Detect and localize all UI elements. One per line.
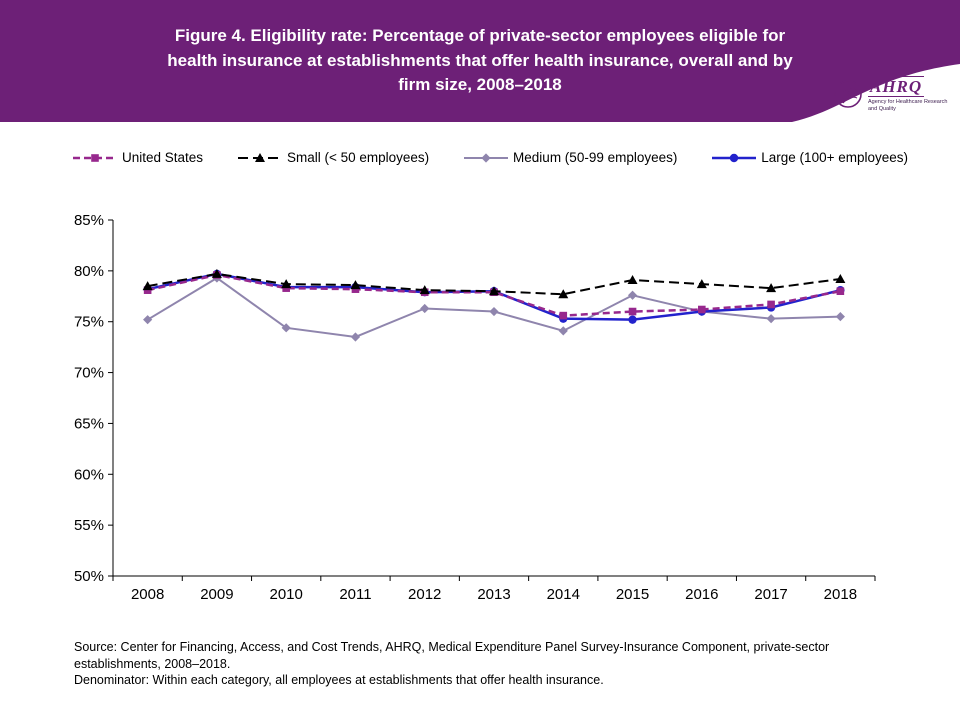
legend-swatch-medium [464,152,509,163]
ahrq-logo: AHRQ Agency for Healthcare Research and … [833,76,948,113]
ahrq-tagline: Agency for Healthcare Research and Quali… [868,99,948,112]
chart-legend: United States Small (< 50 employees) Med… [72,150,908,165]
series-triangle [142,268,846,299]
figure-title: Figure 4. Eligibility rate: Percentage o… [167,26,793,95]
svg-text:50%: 50% [74,568,104,585]
legend-label-small: Small (< 50 employees) [286,150,430,165]
svg-text:2014: 2014 [547,586,580,603]
svg-text:60%: 60% [74,466,104,483]
footer-notes: Source: Center for Financing, Access, an… [74,639,902,689]
legend-label-medium: Medium (50-99 employees) [513,150,678,165]
legend-swatch-united-states [73,153,117,162]
legend-swatch-small [237,152,282,162]
hhs-eagle-icon [834,80,862,109]
banner-swoosh-shape [792,64,960,122]
svg-text:70%: 70% [74,365,104,382]
svg-text:2009: 2009 [200,586,233,603]
legend-label-large: Large (100+ employees) [761,150,908,165]
svg-text:80%: 80% [74,263,104,280]
svg-text:2017: 2017 [754,586,787,603]
svg-text:85%: 85% [74,212,104,229]
ahrq-wordmark: AHRQ [868,76,925,97]
svg-text:2012: 2012 [408,586,441,603]
header-banner: Figure 4. Eligibility rate: Percentage o… [0,0,960,122]
eligibility-line-chart: 50% 55% 60% 65% 70% 75% 80% 85% 2008 2009 2010 2011… [74,212,876,603]
source-note: Source: Center for Financing, Access, an… [74,640,830,671]
svg-text:75%: 75% [74,314,104,331]
svg-text:2013: 2013 [477,586,510,603]
denominator-note: Denominator: Within each category, all e… [74,673,604,687]
svg-text:2008: 2008 [131,586,164,603]
svg-text:2011: 2011 [339,586,371,603]
svg-text:2015: 2015 [616,586,649,603]
legend-swatch-large [712,153,757,162]
svg-text:55%: 55% [74,517,104,534]
svg-text:2016: 2016 [685,586,718,603]
legend-item-small: Small (< 50 employees) [237,150,429,165]
svg-text:65%: 65% [74,415,104,432]
ahrq-logo-text: AHRQ Agency for Healthcare Research and … [868,76,948,113]
svg-text:2018: 2018 [824,586,857,603]
legend-item-united-states: United States [72,150,203,165]
chart-area: 50% 55% 60% 65% 70% 75% 80% 85% 2008 2009 2010 2011… [65,203,895,612]
svg-text:2010: 2010 [269,586,302,603]
legend-item-medium: Medium (50-99 employees) [463,150,677,165]
legend-label-united-states: United States [122,150,204,165]
legend-item-large: Large (100+ employees) [711,150,908,165]
